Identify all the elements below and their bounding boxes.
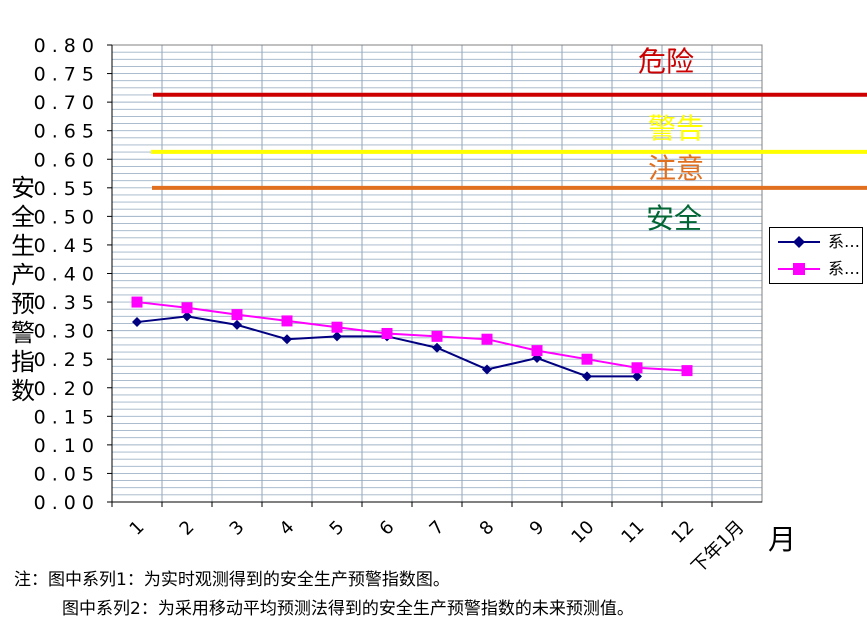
- data-point-series-1: [432, 342, 442, 353]
- threshold-label: 警告: [648, 112, 704, 145]
- x-tick-label: 8: [476, 517, 499, 540]
- y-tick-label: 0 . 3 0: [34, 321, 94, 343]
- data-point-series-2: [131, 296, 143, 308]
- data-point-series-1: [482, 364, 492, 375]
- y-tick-label: 0 . 1 0: [34, 435, 94, 457]
- data-point-series-1: [332, 331, 342, 342]
- x-tick-label: 5: [326, 517, 349, 540]
- legend-label-series-2: 系…: [828, 259, 861, 278]
- data-point-series-2: [331, 321, 343, 333]
- x-tick-label: 下年1月: [687, 517, 748, 578]
- x-tick-label: 6: [376, 517, 399, 540]
- legend-item-series-1: 系…: [770, 231, 862, 253]
- x-tick-label: 9: [526, 517, 549, 540]
- y-tick-label: 0 . 1 5: [34, 406, 94, 428]
- legend-marker-square-icon: [778, 263, 820, 275]
- y-tick-label: 0 . 3 5: [34, 292, 94, 314]
- x-tick-label: 12: [667, 517, 698, 548]
- y-tick-label: 0 . 2 0: [34, 378, 94, 400]
- y-tick-label: 0 . 7 0: [34, 92, 94, 114]
- data-point-series-2: [631, 362, 643, 374]
- y-tick-label: 0 . 0 5: [34, 463, 94, 485]
- data-point-series-2: [481, 333, 493, 345]
- y-tick-label: 0 . 8 0: [34, 35, 94, 57]
- note-line-2: 图中系列2：为采用移动平均预测法得到的安全生产预警指数的未来预测值。: [62, 599, 634, 619]
- data-point-series-2: [531, 345, 543, 357]
- x-tick-label: 3: [226, 517, 249, 540]
- data-point-series-2: [581, 353, 593, 365]
- data-point-series-2: [281, 315, 293, 327]
- series-line-2: [136, 301, 688, 372]
- threshold-label: 注意: [648, 152, 704, 185]
- y-tick-label: 0 . 2 5: [34, 349, 94, 371]
- y-tick-label: 0 . 4 0: [34, 264, 94, 286]
- data-point-series-2: [231, 309, 243, 321]
- legend-marker-diamond-icon: [778, 236, 820, 248]
- y-tick-label: 0 . 5 5: [34, 178, 94, 200]
- x-tick-label: 7: [426, 517, 449, 540]
- data-point-series-1: [282, 334, 292, 345]
- x-tick-label: 2: [176, 517, 199, 540]
- x-tick-label: 10: [567, 517, 598, 548]
- y-tick-label: 0 . 6 5: [34, 121, 94, 143]
- x-tick-label: 11: [617, 517, 648, 548]
- data-point-series-2: [181, 302, 193, 314]
- x-axis-label: 月: [768, 523, 796, 556]
- note-line-1: 注：图中系列1：为实时观测得到的安全生产预警指数图。: [14, 570, 450, 590]
- y-tick-label: 0 . 5 0: [34, 206, 94, 228]
- data-point-series-2: [381, 327, 393, 339]
- data-point-series-1: [232, 319, 242, 330]
- data-point-series-1: [132, 317, 142, 328]
- legend-label-series-1: 系…: [828, 232, 861, 251]
- y-axis-label: 安全生产预警指数: [11, 174, 35, 405]
- y-tick-label: 0 . 4 5: [34, 235, 94, 257]
- data-point-series-1: [182, 311, 192, 322]
- y-tick-label: 0 . 0 0: [34, 492, 94, 514]
- y-tick-label: 0 . 7 5: [34, 64, 94, 86]
- legend-item-series-2: 系…: [770, 258, 862, 280]
- threshold-label: 危险: [638, 45, 694, 78]
- data-point-series-1: [582, 371, 592, 382]
- x-tick-label: 4: [276, 517, 299, 540]
- data-point-series-2: [431, 330, 443, 342]
- data-point-series-2: [681, 365, 693, 377]
- threshold-label: 安全: [646, 202, 702, 235]
- x-tick-label: 1: [126, 517, 149, 540]
- y-tick-label: 0 . 6 0: [34, 149, 94, 171]
- legend: 系… 系…: [769, 227, 863, 284]
- data-point-series-1: [632, 371, 642, 382]
